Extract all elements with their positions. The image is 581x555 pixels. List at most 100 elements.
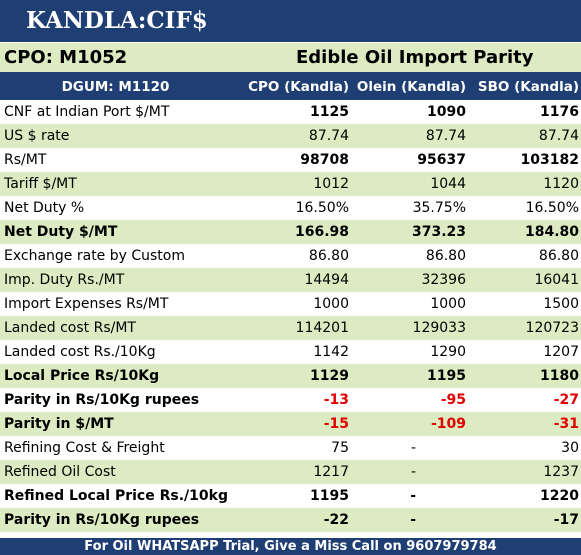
- table-row: CNF at Indian Port $/MT 1125 1090 1176: [0, 100, 581, 124]
- table-row: Exchange rate by Custom 86.80 86.80 86.80: [0, 244, 581, 268]
- sbo-value: 1237: [468, 460, 581, 484]
- cpo-value: 1129: [231, 364, 351, 388]
- row-label: Parity in Rs/10Kg rupees: [0, 388, 231, 412]
- row-label: Landed cost Rs./10Kg: [0, 340, 231, 364]
- olein-value: 95637: [351, 148, 468, 172]
- sbo-value: 1207: [468, 340, 581, 364]
- table-row: Refined Local Price Rs./10kg 1195-1220: [0, 484, 581, 508]
- olein-value: 1290: [351, 340, 468, 364]
- table-row: Parity in Rs/10Kg rupees -13 -95 -27: [0, 388, 581, 412]
- table-row: Imp. Duty Rs./MT 14494 32396 16041: [0, 268, 581, 292]
- olein-value: 1195: [351, 364, 468, 388]
- olein-value: -95: [351, 388, 468, 412]
- parity-table: CNF at Indian Port $/MT 1125 1090 1176 US $ …: [0, 100, 581, 532]
- cpo-value: 75: [231, 436, 351, 460]
- sbo-value: 87.74: [468, 124, 581, 148]
- olein-value: 1000: [351, 292, 468, 316]
- column-header-olein: Olein (Kandla): [356, 79, 466, 95]
- sbo-value: 120723: [468, 316, 581, 340]
- olein-value: 86.80: [351, 244, 468, 268]
- sbo-value: 103182: [468, 148, 581, 172]
- cpo-value: 1000: [231, 292, 351, 316]
- cpo-value: 1125: [231, 100, 351, 124]
- olein-value: 87.74: [351, 124, 468, 148]
- cpo-value: 86.80: [231, 244, 351, 268]
- sbo-value: -17: [468, 508, 581, 532]
- table-row: Refined Oil Cost 1217-1237: [0, 460, 581, 484]
- sbo-value: 16041: [468, 268, 581, 292]
- cpo-value: 87.74: [231, 124, 351, 148]
- cpo-value: 1217: [231, 460, 351, 484]
- sbo-value: 86.80: [468, 244, 581, 268]
- column-header-sbo: SBO (Kandla): [477, 79, 579, 95]
- row-label: Refining Cost & Freight: [0, 436, 231, 460]
- olein-value: 32396: [351, 268, 468, 292]
- olein-value: -: [351, 460, 468, 484]
- table-row: Tariff $/MT 1012 1044 1120: [0, 172, 581, 196]
- row-label: CNF at Indian Port $/MT: [0, 100, 231, 124]
- row-label: Parity in Rs/10Kg rupees: [0, 508, 231, 532]
- row-label: Refined Local Price Rs./10kg: [0, 484, 231, 508]
- table-row: Local Price Rs/10Kg 1129 1195 1180: [0, 364, 581, 388]
- olein-value: 35.75%: [351, 196, 468, 220]
- row-label: Imp. Duty Rs./MT: [0, 268, 231, 292]
- row-label: Net Duty %: [0, 196, 231, 220]
- cpo-value: 1012: [231, 172, 351, 196]
- cpo-value: 98708: [231, 148, 351, 172]
- page-title: KANDLA:CIF$: [0, 0, 581, 42]
- sbo-value: 30: [468, 436, 581, 460]
- footer-banner: For Oil WHATSAPP Trial, Give a Miss Call…: [0, 538, 581, 555]
- cpo-value: 1142: [231, 340, 351, 364]
- table-row: Net Duty $/MT 166.98 373.23 184.80: [0, 220, 581, 244]
- table-row: Landed cost Rs/MT 114201 129033 120723: [0, 316, 581, 340]
- cpo-month-label: CPO: M1052: [4, 47, 128, 68]
- olein-value: 373.23: [351, 220, 468, 244]
- table-row: Parity in Rs/10Kg rupees -22- -17: [0, 508, 581, 532]
- column-header-cpo: CPO (Kandla): [248, 79, 349, 95]
- table-row: Parity in $/MT -15 -109 -31: [0, 412, 581, 436]
- sbo-value: 1500: [468, 292, 581, 316]
- sheet-subtitle: Edible Oil Import Parity: [296, 47, 534, 68]
- cpo-value: 114201: [231, 316, 351, 340]
- column-header-row: DGUM: M1120 CPO (Kandla) Olein (Kandla) …: [0, 74, 581, 100]
- row-label: Net Duty $/MT: [0, 220, 231, 244]
- table-row: Net Duty % 16.50% 35.75% 16.50%: [0, 196, 581, 220]
- row-label: Refined Oil Cost: [0, 460, 231, 484]
- table-row: Refining Cost & Freight 75-30: [0, 436, 581, 460]
- cpo-value: 14494: [231, 268, 351, 292]
- sbo-value: 1120: [468, 172, 581, 196]
- sbo-value: 184.80: [468, 220, 581, 244]
- cpo-value: 1195: [231, 484, 351, 508]
- column-header-dgum: DGUM: M1120: [61, 79, 170, 95]
- sbo-value: 1220: [468, 484, 581, 508]
- cpo-value: -22: [231, 508, 351, 532]
- sbo-value: 1180: [468, 364, 581, 388]
- sbo-value: 1176: [468, 100, 581, 124]
- cpo-value: -13: [231, 388, 351, 412]
- row-label: Landed cost Rs/MT: [0, 316, 231, 340]
- olein-value: 129033: [351, 316, 468, 340]
- olein-value: 1090: [351, 100, 468, 124]
- olein-value: -: [351, 436, 468, 460]
- table-row: Import Expenses Rs/MT 1000 1000 1500: [0, 292, 581, 316]
- olein-value: -: [351, 484, 468, 508]
- row-label: Import Expenses Rs/MT: [0, 292, 231, 316]
- olein-value: -109: [351, 412, 468, 436]
- olein-value: 1044: [351, 172, 468, 196]
- sbo-value: 16.50%: [468, 196, 581, 220]
- table-row: Rs/MT 98708 95637 103182: [0, 148, 581, 172]
- row-label: Local Price Rs/10Kg: [0, 364, 231, 388]
- olein-value: -: [351, 508, 468, 532]
- table-row: US $ rate 87.74 87.74 87.74: [0, 124, 581, 148]
- row-label: Tariff $/MT: [0, 172, 231, 196]
- cpo-value: 16.50%: [231, 196, 351, 220]
- sub-header: CPO: M1052 Edible Oil Import Parity: [0, 42, 581, 74]
- cpo-value: 166.98: [231, 220, 351, 244]
- row-label: Rs/MT: [0, 148, 231, 172]
- row-label: US $ rate: [0, 124, 231, 148]
- table-row: Landed cost Rs./10Kg 1142 1290 1207: [0, 340, 581, 364]
- row-label: Parity in $/MT: [0, 412, 231, 436]
- cpo-value: -15: [231, 412, 351, 436]
- row-label: Exchange rate by Custom: [0, 244, 231, 268]
